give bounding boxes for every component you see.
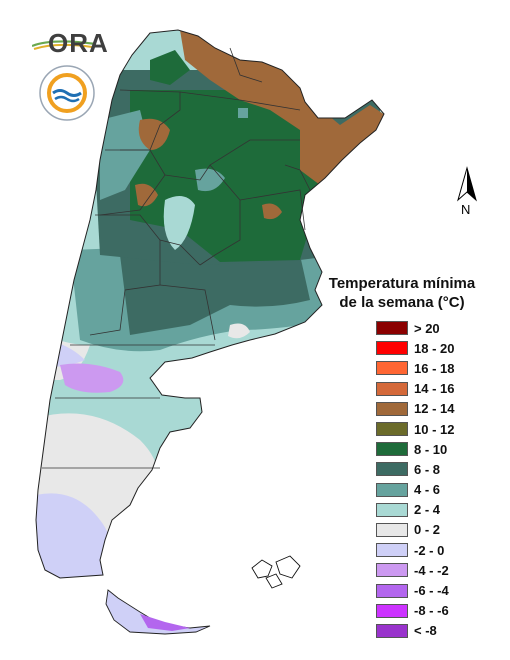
legend-swatch (376, 623, 408, 638)
legend-label: 2 - 4 (414, 502, 441, 518)
legend-label: 14 - 16 (414, 381, 455, 397)
legend-item: 12 - 14 (376, 399, 498, 419)
tierra-del-fuego (105, 589, 211, 635)
legend-item: -6 - -4 (376, 580, 498, 600)
legend-title: Temperatura mínima de la semana (°C) (312, 274, 492, 312)
north-arrow: N (452, 166, 482, 218)
legend-item: -4 - -2 (376, 560, 498, 580)
legend-item: 18 - 20 (376, 338, 498, 358)
legend-label: -4 - -2 (414, 562, 449, 578)
legend-swatch (376, 482, 408, 497)
legend-swatch (376, 442, 408, 457)
legend-label: -8 - -6 (414, 603, 449, 619)
swoosh-graphic (32, 40, 96, 50)
legend-label: -2 - 0 (414, 542, 445, 558)
legend-item: -8 - -6 (376, 601, 498, 621)
inta-seal (38, 64, 96, 122)
legend-label: 10 - 12 (414, 421, 455, 437)
legend-item: 2 - 4 (376, 500, 498, 520)
legend-label: 16 - 18 (414, 360, 455, 376)
legend-item: 8 - 10 (376, 439, 498, 459)
legend-item: 6 - 8 (376, 459, 498, 479)
legend-item: 14 - 16 (376, 379, 498, 399)
legend-label: -6 - -4 (414, 583, 449, 599)
legend-item: -2 - 0 (376, 540, 498, 560)
legend-title-line1: Temperatura mínima (328, 275, 476, 292)
legend-swatch (376, 563, 408, 578)
north-label: N (461, 202, 471, 217)
argentina-mainland (35, 29, 385, 579)
legend: Temperatura mínima de la semana (°C) > 2… (318, 274, 498, 641)
legend-item: 0 - 2 (376, 520, 498, 540)
legend-item: > 20 (376, 318, 498, 338)
legend-swatch (376, 543, 408, 558)
legend-swatch (376, 341, 408, 356)
ora-logo: ORA (30, 26, 108, 60)
legend-label: 18 - 20 (414, 340, 455, 356)
legend-label: < -8 (414, 623, 437, 639)
legend-swatch (376, 462, 408, 477)
legend-title-line2: de la semana (°C) (339, 294, 465, 311)
legend-label: 4 - 6 (414, 482, 441, 498)
legend-item: 16 - 18 (376, 358, 498, 378)
legend-swatch (376, 502, 408, 517)
legend-swatch (376, 522, 408, 537)
legend-swatch (376, 381, 408, 396)
legend-label: 12 - 14 (414, 401, 455, 417)
legend-swatch (376, 321, 408, 336)
legend-item: 4 - 6 (376, 480, 498, 500)
legend-label: > 20 (414, 320, 440, 336)
legend-swatch (376, 401, 408, 416)
legend-label: 8 - 10 (414, 441, 448, 457)
north-arrow-icon (457, 166, 477, 202)
legend-swatch (376, 583, 408, 598)
legend-label: 0 - 2 (414, 522, 441, 538)
legend-swatch (376, 422, 408, 437)
malvinas-islands (251, 555, 301, 589)
legend-item: 10 - 12 (376, 419, 498, 439)
legend-list: > 20 18 - 20 16 - 18 14 - 16 12 - 14 10 - 12 8… (376, 318, 498, 641)
legend-item: < -8 (376, 621, 498, 641)
legend-swatch (376, 361, 408, 376)
legend-swatch (376, 603, 408, 618)
ora-logo-text: ORA (48, 28, 109, 58)
legend-label: 6 - 8 (414, 461, 441, 477)
